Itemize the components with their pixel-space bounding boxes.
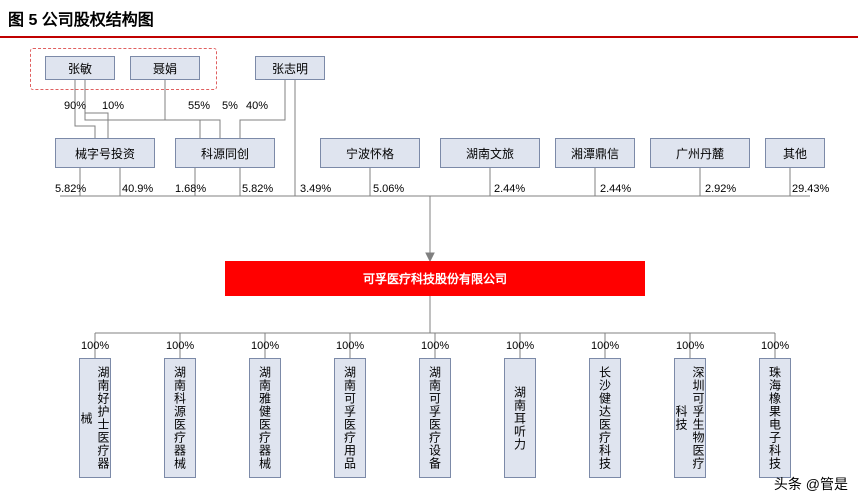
subsidiary: 湖南可孚医疗用品 bbox=[334, 358, 366, 478]
tier1-guangzhou: 广州丹麓 bbox=[650, 138, 750, 168]
tier1-ningbo: 宁波怀格 bbox=[320, 138, 420, 168]
subsidiary: 湖南耳听力 bbox=[504, 358, 536, 478]
pct: 2.44% bbox=[600, 183, 631, 195]
tier1-xiezihao: 械字号投资 bbox=[55, 138, 155, 168]
pct: 100% bbox=[676, 340, 704, 352]
subsidiary: 湖南好护士医疗器械 bbox=[79, 358, 111, 478]
pct: 90% bbox=[64, 100, 86, 112]
tier1-hunan: 湖南文旅 bbox=[440, 138, 540, 168]
pct: 40% bbox=[246, 100, 268, 112]
owner-zhangzhiming: 张志明 bbox=[255, 56, 325, 80]
pct: 40.9% bbox=[122, 183, 153, 195]
pct: 5.06% bbox=[373, 183, 404, 195]
pct: 100% bbox=[761, 340, 789, 352]
tier1-xiangtan: 湘潭鼎信 bbox=[555, 138, 635, 168]
pct: 100% bbox=[81, 340, 109, 352]
subsidiary: 湖南雅健医疗器械 bbox=[249, 358, 281, 478]
pct: 3.49% bbox=[300, 183, 331, 195]
tier1-keyuan: 科源同创 bbox=[175, 138, 275, 168]
pct: 100% bbox=[421, 340, 449, 352]
pct: 29.43% bbox=[792, 183, 829, 195]
subsidiary: 深圳可孚生物医疗科技 bbox=[674, 358, 706, 478]
subsidiary: 湖南科源医疗器械 bbox=[164, 358, 196, 478]
source-footer: 头条 @管是 bbox=[774, 474, 848, 494]
pct: 100% bbox=[166, 340, 194, 352]
pct: 5.82% bbox=[55, 183, 86, 195]
pct: 2.92% bbox=[705, 183, 736, 195]
pct: 100% bbox=[251, 340, 279, 352]
pct: 100% bbox=[591, 340, 619, 352]
main-company: 可孚医疗科技股份有限公司 bbox=[225, 261, 645, 296]
pct: 100% bbox=[336, 340, 364, 352]
pct: 1.68% bbox=[175, 183, 206, 195]
owner-zhangmin: 张敏 bbox=[45, 56, 115, 80]
owner-niejuan: 聂娟 bbox=[130, 56, 200, 80]
subsidiary: 珠海橡果电子科技 bbox=[759, 358, 791, 478]
figure-title: 图 5 公司股权结构图 bbox=[0, 0, 858, 38]
subsidiary: 长沙健达医疗科技 bbox=[589, 358, 621, 478]
tier1-other: 其他 bbox=[765, 138, 825, 168]
pct: 10% bbox=[102, 100, 124, 112]
subsidiary: 湖南可孚医疗设备 bbox=[419, 358, 451, 478]
org-chart: 张敏 聂娟 张志明 90% 10% 55% 5% 40% 械字号投资 科源同创 … bbox=[0, 38, 858, 498]
pct: 2.44% bbox=[494, 183, 525, 195]
pct: 5.82% bbox=[242, 183, 273, 195]
pct: 5% bbox=[222, 100, 238, 112]
pct: 55% bbox=[188, 100, 210, 112]
pct: 100% bbox=[506, 340, 534, 352]
